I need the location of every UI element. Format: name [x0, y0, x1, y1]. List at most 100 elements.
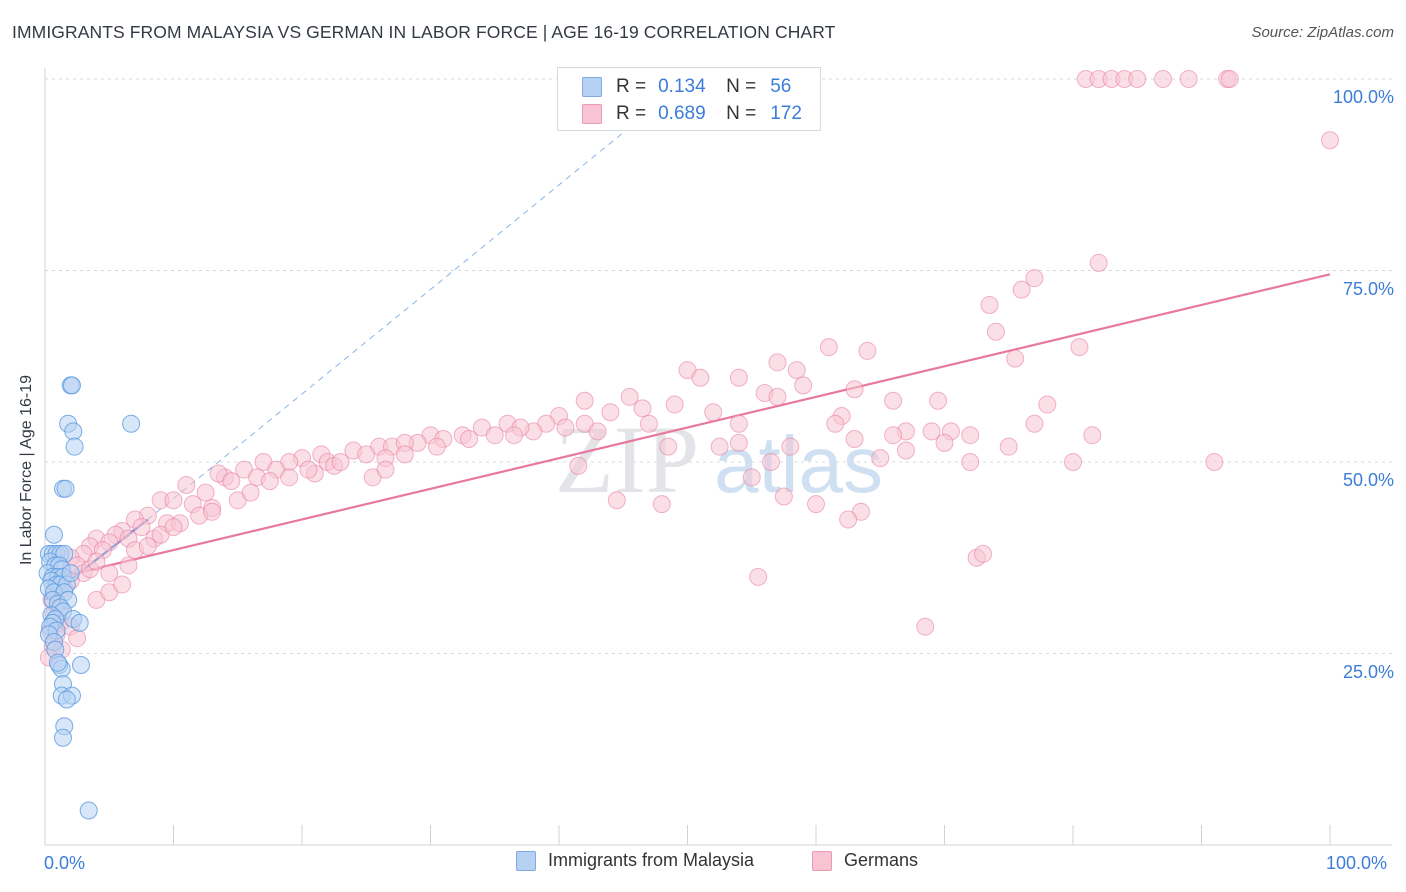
point-germans: [556, 418, 575, 437]
x-tick-label-min: 0.0%: [44, 853, 86, 873]
point-malaysia: [71, 655, 90, 674]
n-value: 172: [770, 103, 802, 124]
point-germans: [331, 453, 350, 471]
point-germans: [1025, 269, 1044, 288]
legend-label-malaysia: Immigrants from Malaysia: [548, 850, 755, 870]
point-germans: [607, 491, 626, 510]
y-tick-label: 50.0%: [1342, 470, 1394, 490]
point-germans: [241, 483, 260, 502]
point-germans: [729, 414, 748, 433]
stats-legend: R = 0.134 N = 56 R = 0.689 N = 172: [557, 67, 821, 131]
point-germans: [620, 387, 639, 406]
point-germans: [1083, 426, 1102, 445]
point-germans: [196, 483, 215, 502]
point-germans: [588, 422, 607, 441]
stats-row-germans: R = 0.689 N = 172: [582, 102, 802, 126]
point-malaysia: [70, 613, 89, 632]
r-value: 0.689: [658, 103, 706, 124]
point-germans: [222, 472, 241, 491]
point-germans: [858, 341, 877, 360]
point-germans: [87, 552, 106, 571]
point-malaysia: [57, 690, 76, 709]
legend-item-germans: Germans: [812, 850, 918, 871]
point-germans: [164, 518, 183, 537]
point-germans: [427, 437, 446, 456]
point-germans: [1070, 338, 1089, 357]
point-germans: [826, 414, 845, 433]
chart-title: IMMIGRANTS FROM MALAYSIA VS GERMAN IN LA…: [12, 22, 836, 42]
point-germans: [1205, 453, 1224, 471]
point-malaysia: [64, 422, 83, 441]
point-malaysia: [48, 653, 67, 672]
source-credit: Source: ZipAtlas.com: [1251, 24, 1394, 41]
point-germans: [100, 564, 119, 583]
point-malaysia: [61, 564, 80, 583]
point-germans: [999, 437, 1018, 456]
n-label: N =: [726, 76, 757, 97]
legend-swatch-germans: [812, 850, 832, 871]
point-germans: [768, 387, 787, 406]
n-value: 56: [770, 76, 792, 97]
point-germans: [704, 403, 723, 422]
y-tick-label: 25.0%: [1342, 661, 1394, 682]
r-value: 0.134: [658, 76, 706, 97]
point-germans: [575, 391, 594, 410]
point-germans: [1179, 70, 1198, 88]
point-germans: [1220, 70, 1239, 88]
point-germans: [819, 338, 838, 357]
point-malaysia: [53, 728, 72, 747]
point-germans: [787, 361, 806, 380]
point-germans: [1038, 395, 1057, 414]
point-germans: [113, 575, 132, 594]
point-germans: [774, 487, 793, 506]
point-germans: [569, 456, 588, 475]
point-germans: [1128, 70, 1147, 88]
point-germans: [884, 426, 903, 445]
point-germans: [742, 468, 761, 487]
point-malaysia: [44, 525, 63, 544]
data-points: [38, 70, 1339, 820]
point-germans: [794, 376, 813, 395]
point-germans: [807, 495, 825, 514]
point-germans: [749, 567, 768, 586]
point-germans: [164, 491, 183, 510]
point-germans: [845, 430, 864, 449]
trend-line-germans: [44, 273, 1331, 582]
point-germans: [1064, 453, 1082, 471]
point-germans: [280, 468, 299, 487]
legend-item-malaysia: Immigrants from Malaysia: [516, 850, 754, 871]
point-germans: [68, 629, 87, 648]
point-malaysia: [65, 437, 84, 456]
gridlines: [45, 78, 1392, 654]
point-germans: [729, 368, 748, 387]
axes: [44, 68, 1392, 846]
point-germans: [460, 430, 479, 449]
swatch-malaysia: [582, 77, 602, 97]
point-germans: [871, 449, 890, 468]
point-germans: [138, 537, 157, 556]
point-germans: [119, 556, 138, 575]
n-label: N =: [726, 103, 757, 124]
point-germans: [376, 460, 395, 479]
point-malaysia: [79, 801, 98, 820]
point-germans: [762, 453, 781, 471]
legend-label-germans: Germans: [844, 850, 919, 870]
point-germans: [665, 395, 684, 414]
point-germans: [768, 353, 787, 372]
point-germans: [845, 380, 864, 399]
point-germans: [710, 437, 729, 456]
point-malaysia: [56, 479, 75, 498]
point-germans: [986, 322, 1005, 341]
x-tick-label-max: 100.0%: [1326, 853, 1388, 873]
trend-line-malaysia-extension: [147, 132, 624, 520]
point-germans: [601, 403, 620, 422]
point-germans: [691, 368, 710, 387]
point-malaysia: [122, 414, 141, 433]
point-germans: [1025, 414, 1044, 433]
swatch-germans: [582, 104, 602, 124]
point-germans: [922, 422, 941, 441]
point-germans: [1006, 349, 1025, 368]
point-germans: [1089, 253, 1108, 272]
y-tick-label: 75.0%: [1342, 278, 1394, 299]
